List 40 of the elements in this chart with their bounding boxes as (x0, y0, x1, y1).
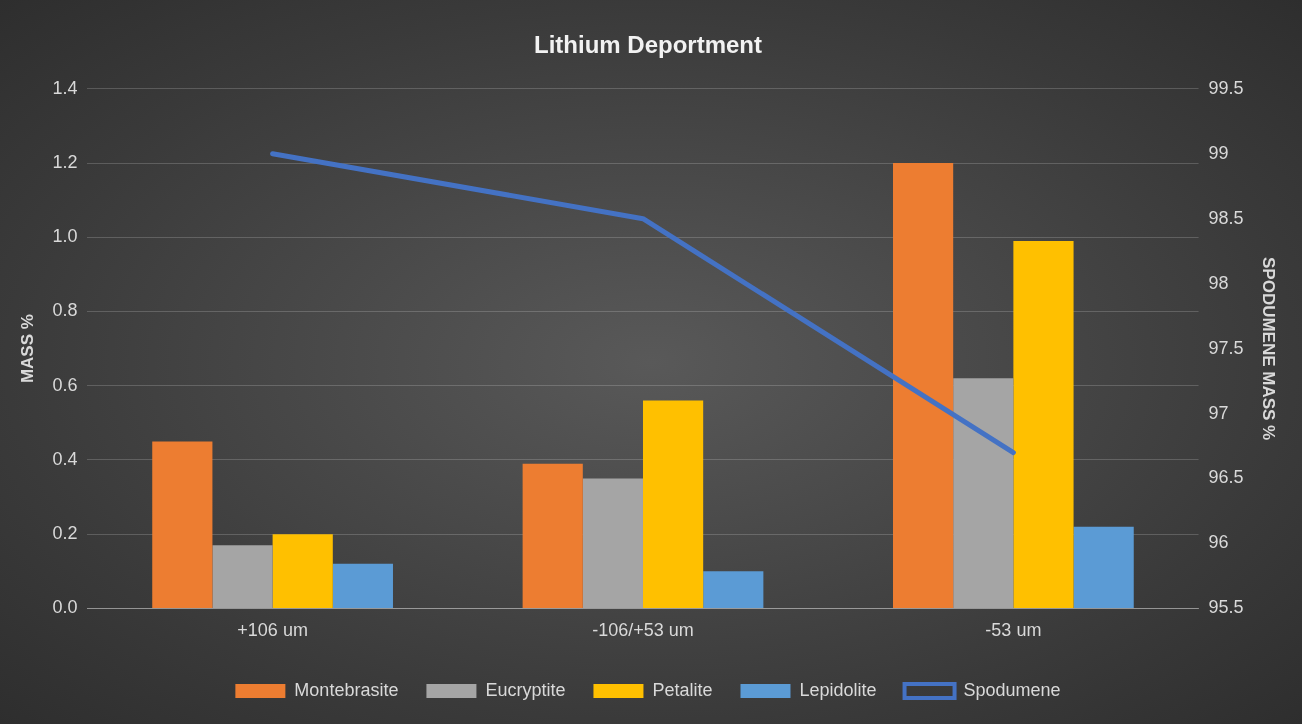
bar (152, 441, 213, 608)
chart-title: Lithium Deportment (534, 31, 762, 59)
bar (212, 545, 273, 608)
bar (953, 378, 1014, 608)
x-tick-label: +106 um (237, 620, 308, 641)
y2-tick-label: 97 (1208, 402, 1229, 423)
y-tick-label: 0.6 (52, 374, 78, 395)
y-tick-label: 1.0 (52, 226, 78, 247)
y-axis-title: MASS % (17, 314, 37, 384)
legend-label: Petalite (652, 679, 713, 700)
legend-label: Montebrasite (294, 679, 399, 700)
y2-tick-label: 96.5 (1208, 467, 1244, 488)
y-tick-label: 0.8 (52, 300, 78, 321)
y2-tick-label: 99.5 (1208, 77, 1244, 98)
y-tick-label: 0.4 (52, 448, 78, 469)
bar (703, 571, 764, 608)
legend-label: Eucryptite (485, 679, 566, 700)
bar (643, 400, 704, 608)
y2-axis-title: SPODUMENE MASS % (1259, 256, 1279, 441)
y2-tick-label: 98.5 (1208, 207, 1244, 228)
bar (582, 478, 643, 608)
y-tick-label: 1.2 (52, 152, 78, 172)
y2-tick-label: 98 (1208, 272, 1229, 293)
legend-label: Spodumene (963, 679, 1061, 700)
y-tick-label: 1.4 (52, 77, 78, 98)
y-tick-label: 0.0 (52, 597, 78, 618)
y2-tick-label: 96 (1208, 532, 1229, 553)
bar (1013, 240, 1074, 608)
bar (1073, 526, 1134, 608)
legend-label: Lepidolite (799, 679, 877, 700)
y2-tick-label: 95.5 (1208, 597, 1244, 618)
bar (332, 563, 393, 608)
x-tick-label: -106/+53 um (592, 620, 694, 641)
bar (272, 534, 333, 608)
y-tick-label: 0.2 (52, 523, 78, 544)
y2-tick-label: 97.5 (1208, 337, 1244, 358)
bar (522, 463, 583, 608)
y2-tick-label: 99 (1208, 142, 1229, 163)
x-tick-label: -53 um (985, 620, 1042, 641)
bar (893, 163, 954, 608)
